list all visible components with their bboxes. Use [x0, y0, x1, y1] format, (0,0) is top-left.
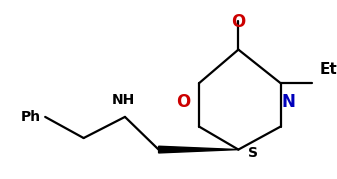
Text: N: N	[282, 93, 296, 112]
Polygon shape	[159, 146, 238, 153]
Text: Et: Et	[319, 62, 337, 78]
Text: O: O	[176, 93, 190, 112]
Text: NH: NH	[112, 93, 135, 107]
Text: O: O	[231, 13, 246, 31]
Text: S: S	[248, 146, 258, 160]
Text: Ph: Ph	[21, 110, 41, 124]
